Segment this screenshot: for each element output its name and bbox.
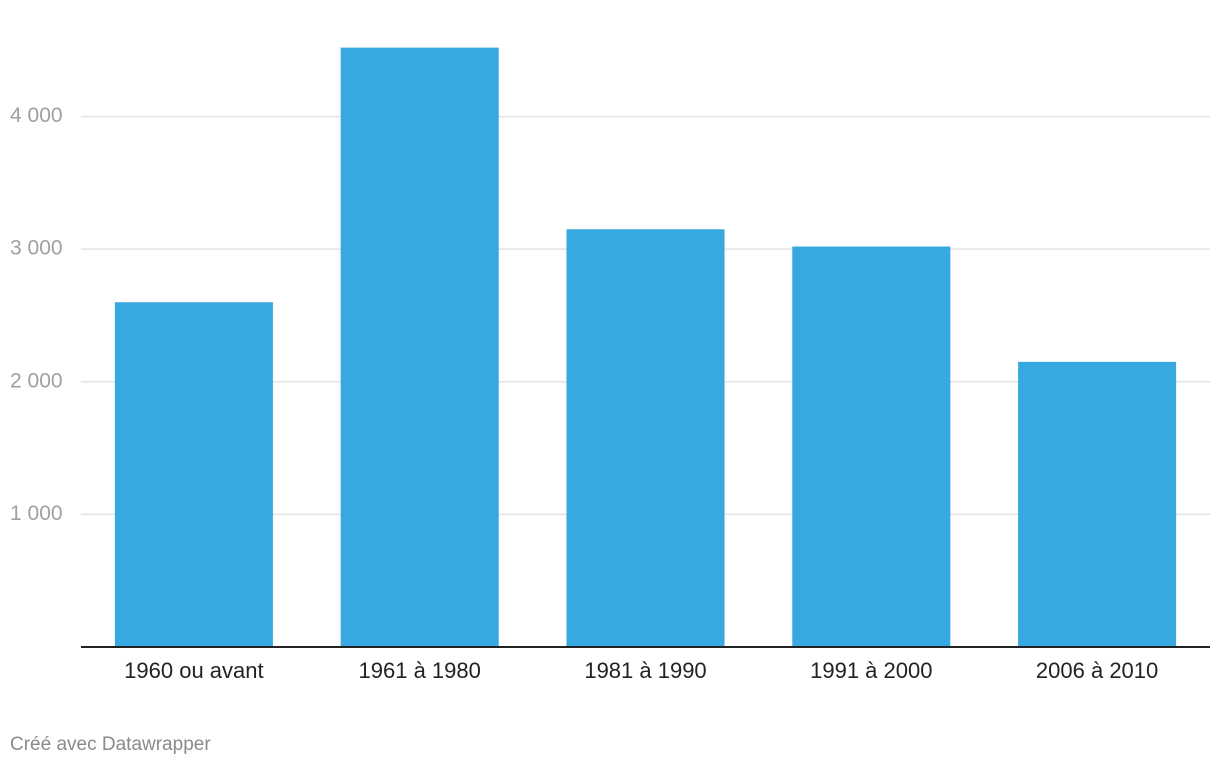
y-tick-label: 2 000 bbox=[10, 369, 63, 392]
footer: Créé avec Datawrapper bbox=[10, 734, 211, 755]
bar bbox=[792, 246, 951, 648]
y-tick-label: 1 000 bbox=[10, 502, 63, 525]
x-tick-label: 1991 à 2000 bbox=[810, 658, 932, 683]
x-tick-label: 1981 à 1990 bbox=[584, 658, 706, 683]
bar bbox=[340, 47, 499, 647]
bar bbox=[114, 302, 273, 647]
x-tick-label: 2006 à 2010 bbox=[1036, 658, 1158, 683]
bar bbox=[1018, 361, 1177, 647]
y-tick-label: 3 000 bbox=[10, 237, 63, 260]
y-tick-label: 4 000 bbox=[10, 104, 63, 127]
x-tick-label: 1961 à 1980 bbox=[359, 658, 481, 683]
bar bbox=[566, 229, 725, 648]
x-tick-label: 1960 ou avant bbox=[124, 658, 263, 683]
